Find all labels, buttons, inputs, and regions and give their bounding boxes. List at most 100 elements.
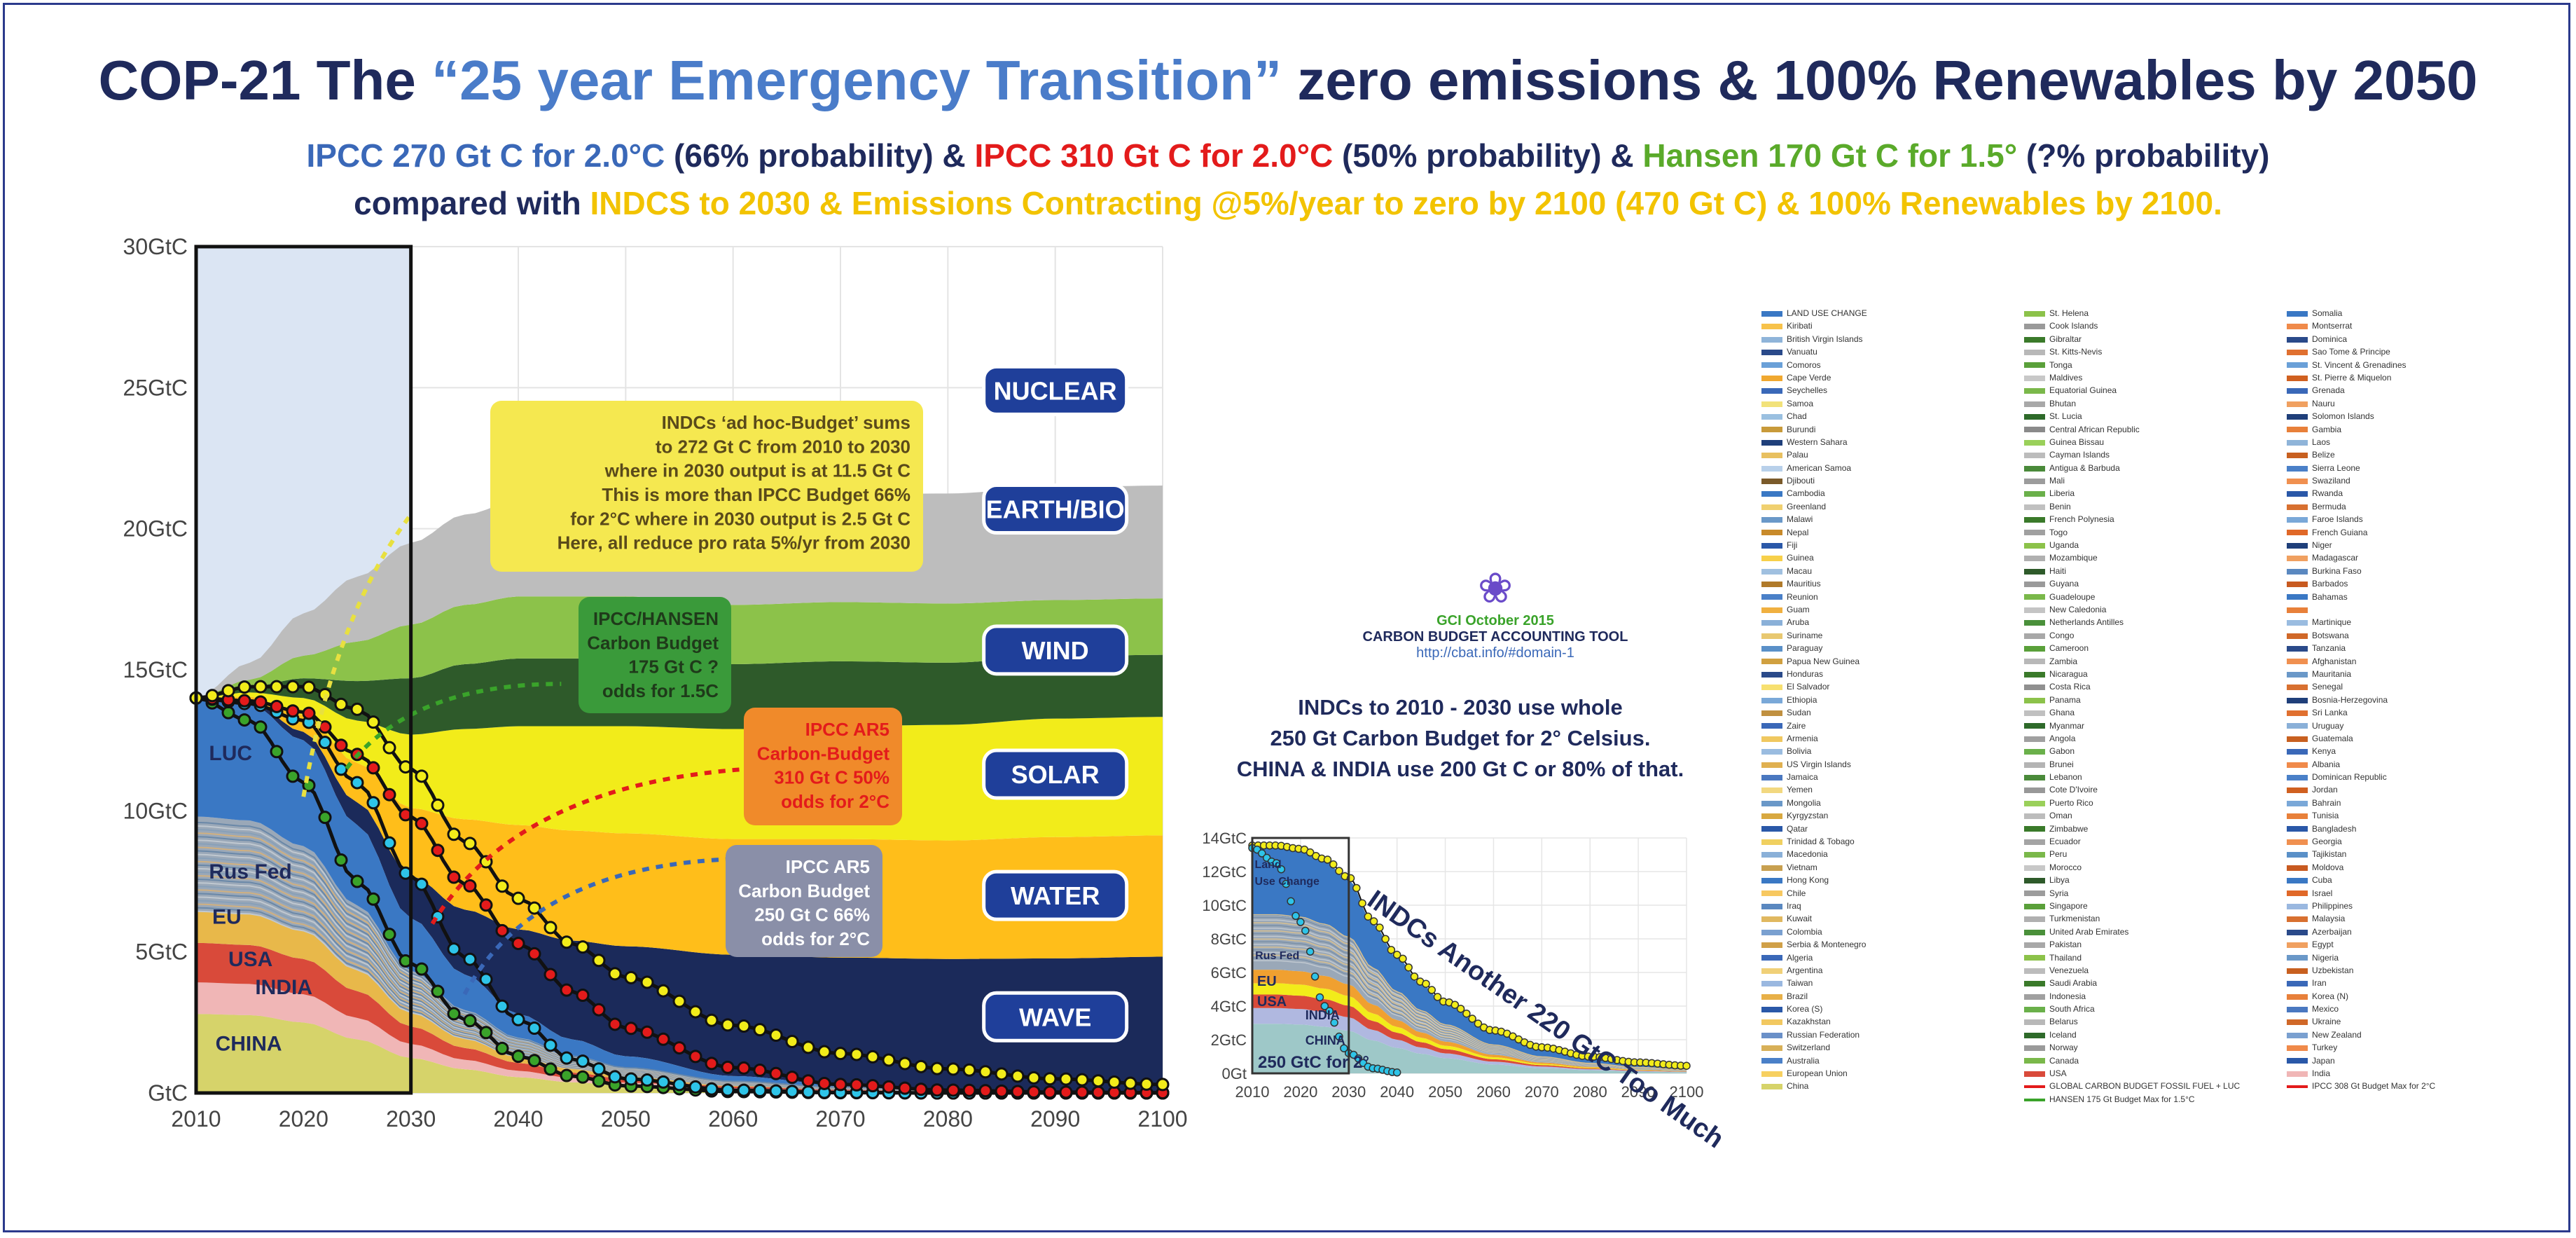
legend-swatch bbox=[2287, 568, 2308, 575]
legend-label: Cape Verde bbox=[1787, 372, 1831, 383]
legend-label: Malawi bbox=[1787, 514, 1813, 525]
legend-label: St. Vincent & Grenadines bbox=[2312, 359, 2407, 370]
legend-label: Uganda bbox=[2049, 540, 2079, 551]
legend-item: El Salvador bbox=[1761, 680, 2021, 693]
legend-item: Cambodia bbox=[1761, 487, 2021, 500]
legend-item: United Arab Emirates bbox=[2024, 926, 2283, 938]
legend-label: Grenada bbox=[2312, 385, 2345, 396]
series-marker bbox=[543, 968, 558, 982]
legend-swatch bbox=[2024, 903, 2045, 909]
inset-marker bbox=[1456, 1005, 1465, 1013]
gci-url[interactable]: http://cbat.info/#domain-1 bbox=[1416, 645, 1574, 661]
legend-item: Seychelles bbox=[1761, 384, 2021, 397]
legend-item: Israel bbox=[2287, 887, 2546, 900]
legend-label: Uruguay bbox=[2312, 720, 2344, 731]
fossil-layer bbox=[196, 1014, 1163, 1093]
legend-label: Myanmar bbox=[2049, 720, 2085, 731]
legend-swatch bbox=[1761, 310, 1782, 317]
legend-item: Bosnia-Herzegovina bbox=[2287, 694, 2546, 706]
legend-swatch bbox=[1761, 556, 1782, 562]
series-marker bbox=[753, 1083, 767, 1097]
legend-swatch bbox=[2287, 530, 2308, 536]
legend-item: St. Vincent & Grenadines bbox=[2287, 359, 2546, 371]
legend-label: Sri Lanka bbox=[2312, 708, 2348, 718]
legend-item: European Union bbox=[1761, 1067, 2021, 1080]
legend-item: Paraguay bbox=[1761, 642, 2021, 654]
inset-x-tick: 2100 bbox=[1670, 1083, 1704, 1101]
source-badge-label: NUCLEAR bbox=[994, 376, 1117, 405]
inset-marker bbox=[1381, 935, 1390, 943]
ar5-50-note-text: IPCC AR5 bbox=[805, 719, 889, 740]
legend-swatch bbox=[2287, 310, 2308, 317]
legend-label: Albania bbox=[2312, 759, 2341, 769]
legend-item: Saudi Arabia bbox=[2024, 977, 2283, 989]
legend-label: British Virgin Islands bbox=[1787, 333, 1863, 344]
legend-swatch bbox=[2024, 787, 2045, 794]
legend-item: Nicaragua bbox=[2024, 668, 2283, 680]
series-marker bbox=[640, 1025, 654, 1039]
legend-item: Jamaica bbox=[1761, 771, 2021, 783]
legend-label: Malaysia bbox=[2312, 914, 2346, 924]
series-marker bbox=[366, 796, 380, 810]
legend-column-3: Somalia Montserrat Dominica Sao Tome & Prin… bbox=[2287, 307, 2546, 1093]
legend-swatch bbox=[2024, 504, 2045, 510]
legend-label: Saudi Arabia bbox=[2049, 978, 2098, 989]
legend-swatch bbox=[2287, 762, 2308, 768]
legend-label: Mauritius bbox=[1787, 579, 1821, 589]
legend-swatch bbox=[2024, 749, 2045, 755]
legend-swatch bbox=[1761, 465, 1782, 472]
series-marker bbox=[1043, 1085, 1057, 1099]
series-marker bbox=[737, 1083, 751, 1097]
legend-label: Liberia bbox=[2049, 488, 2075, 499]
legend-swatch bbox=[2287, 645, 2308, 652]
series-marker bbox=[688, 1005, 702, 1019]
legend-label: Haiti bbox=[2049, 565, 2067, 576]
legend-item: Nepal bbox=[1761, 526, 2021, 539]
inset-y-tick: 4GtC bbox=[1211, 998, 1247, 1015]
legend-swatch bbox=[2024, 362, 2045, 369]
inset-y-tick: 8GtC bbox=[1211, 930, 1247, 948]
legend-swatch bbox=[2287, 826, 2308, 832]
inset-layer bbox=[1252, 970, 1687, 1072]
series-marker bbox=[270, 680, 284, 694]
series-marker bbox=[930, 1083, 944, 1097]
legend-label: Senegal bbox=[2312, 682, 2343, 692]
legend-label: Georgia bbox=[2312, 837, 2342, 847]
series-marker bbox=[624, 1022, 638, 1036]
legend-label: Korea (N) bbox=[2312, 991, 2349, 1001]
inset-x-tick: 2080 bbox=[1573, 1083, 1607, 1101]
series-marker bbox=[334, 697, 348, 711]
legend-label: US Virgin Islands bbox=[1787, 759, 1851, 769]
legend-item: Barbados bbox=[2287, 577, 2546, 590]
legend-label: Samoa bbox=[1787, 398, 1814, 408]
series-marker bbox=[560, 935, 574, 949]
page-title: COP-21 The “25 year Emergency Transition… bbox=[98, 49, 2478, 111]
series-marker bbox=[1140, 1077, 1154, 1091]
legend-label: Qatar bbox=[1787, 823, 1808, 834]
legend-swatch bbox=[2024, 413, 2045, 420]
legend-label: Solomon Islands bbox=[2312, 411, 2374, 422]
legend-swatch bbox=[2287, 633, 2308, 639]
series-marker bbox=[511, 1050, 525, 1064]
series-marker bbox=[1011, 1085, 1025, 1099]
y-tick-label: 5GtC bbox=[135, 940, 188, 965]
legend-item: Norway bbox=[2024, 1041, 2283, 1054]
legend-item: Gibraltar bbox=[2024, 333, 2283, 345]
series-marker bbox=[688, 1080, 702, 1094]
legend-item: Afghanistan bbox=[2287, 655, 2546, 668]
legend-item: US Virgin Islands bbox=[1761, 758, 2021, 771]
inset-marker bbox=[1352, 883, 1361, 893]
legend-item: Greenland bbox=[1761, 500, 2021, 513]
legend-label: Armenia bbox=[1787, 733, 1818, 743]
legend-swatch bbox=[2287, 401, 2308, 407]
series-marker bbox=[785, 1085, 799, 1099]
legend-swatch bbox=[2024, 324, 2045, 330]
inset-title: CHINA & INDIA use 200 Gt C or 80% of tha… bbox=[1237, 757, 1684, 781]
legend-item: New Zealand bbox=[2287, 1029, 2546, 1041]
legend-item: Serbia & Montenegro bbox=[1761, 938, 2021, 951]
series-marker bbox=[672, 1041, 686, 1055]
legend-item: Equatorial Guinea bbox=[2024, 384, 2283, 397]
legend-label: Paraguay bbox=[1787, 643, 1823, 654]
legend-item: Costa Rica bbox=[2024, 680, 2283, 693]
legend-swatch bbox=[1761, 929, 1782, 935]
